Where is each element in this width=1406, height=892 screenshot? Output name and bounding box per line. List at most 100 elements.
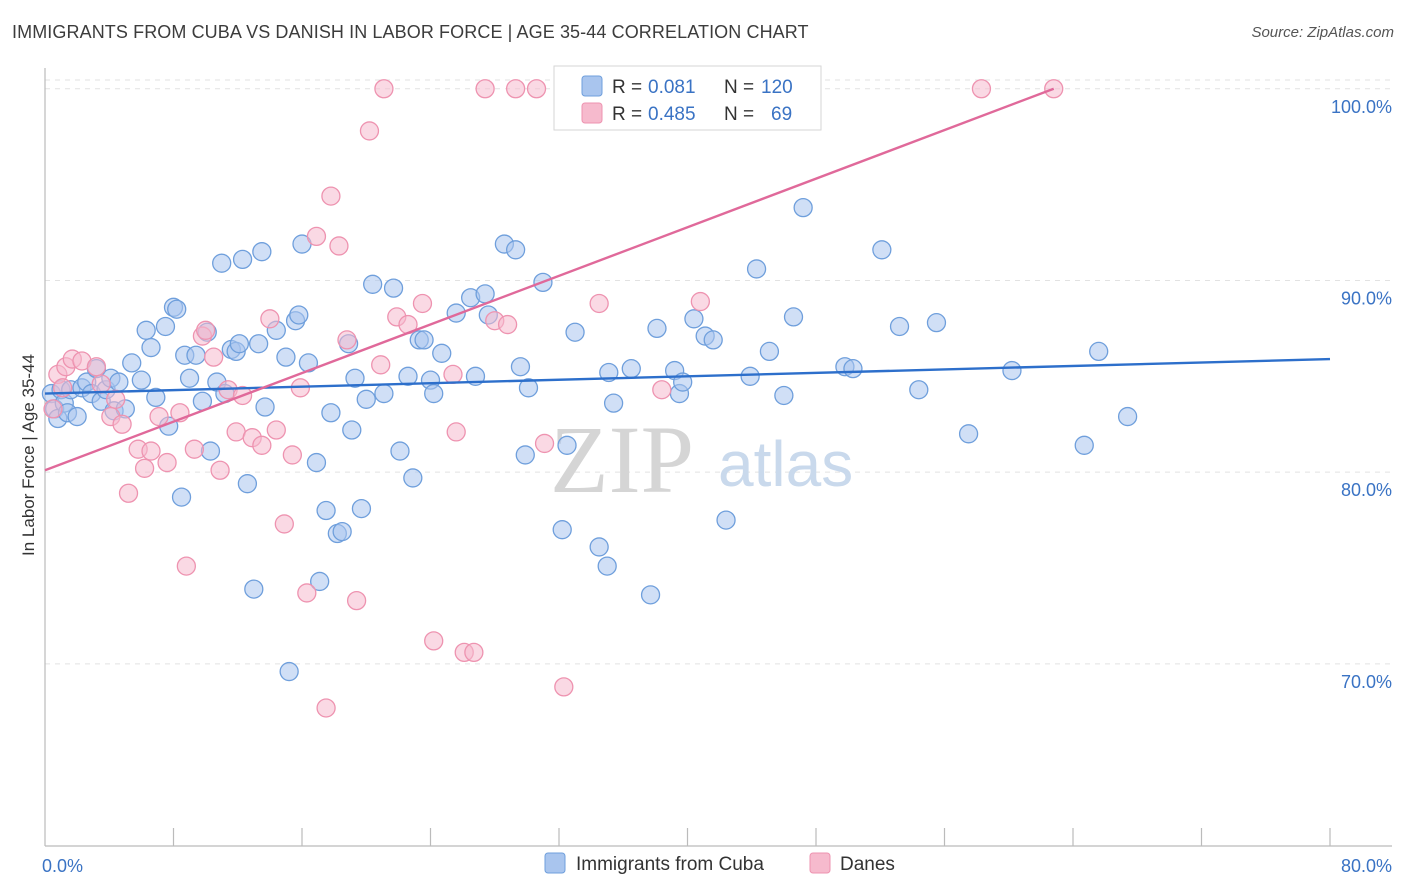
trend-line-danes — [44, 87, 1055, 472]
data-point-danes — [210, 460, 230, 480]
data-point-cuba — [1002, 360, 1022, 381]
data-point-cuba — [599, 362, 619, 383]
legend-r-value-danes: 0.485 — [648, 104, 696, 125]
data-point-danes — [176, 556, 197, 576]
data-point-cuba — [684, 309, 704, 329]
data-point-cuba — [958, 424, 979, 444]
data-point-cuba — [640, 585, 661, 605]
data-point-danes — [690, 291, 710, 312]
x-tick-label-min: 0.0% — [42, 856, 83, 876]
data-point-danes — [266, 420, 286, 440]
data-point-danes — [157, 452, 177, 473]
data-point-cuba — [237, 474, 258, 494]
data-point-cuba — [759, 341, 780, 362]
data-point-cuba — [843, 358, 863, 379]
data-point-danes — [112, 414, 132, 434]
data-point-danes — [149, 406, 169, 427]
data-point-danes — [505, 79, 526, 99]
grid-lines — [45, 79, 1392, 665]
watermark-atlas: atlas — [718, 428, 853, 500]
data-point-cuba — [510, 357, 531, 377]
data-point-cuba — [926, 312, 947, 333]
data-point-cuba — [740, 366, 760, 386]
y-tick-label: 90.0% — [1341, 288, 1392, 308]
data-point-danes — [260, 309, 280, 329]
data-point-cuba — [321, 403, 341, 423]
data-point-cuba — [424, 383, 444, 404]
data-point-cuba — [171, 487, 192, 507]
data-point-cuba — [1089, 341, 1109, 362]
data-point-danes — [86, 357, 107, 377]
data-point-cuba — [390, 441, 410, 461]
data-point-danes — [306, 226, 327, 247]
data-point-danes — [91, 374, 111, 394]
data-point-cuba — [289, 305, 309, 325]
data-point-danes — [204, 347, 224, 367]
data-point-cuba — [232, 249, 253, 270]
data-point-danes — [424, 631, 444, 651]
data-point-danes — [371, 355, 391, 375]
data-point-cuba — [179, 368, 200, 388]
data-point-danes — [534, 433, 555, 454]
data-point-cuba — [136, 320, 156, 340]
series-cuba-points — [41, 197, 1138, 682]
data-point-danes — [446, 422, 466, 442]
data-point-cuba — [872, 240, 892, 260]
data-point-cuba — [186, 345, 206, 365]
data-point-danes — [297, 583, 317, 603]
data-point-cuba — [255, 397, 275, 417]
data-point-cuba — [403, 468, 423, 488]
data-point-cuba — [552, 520, 572, 540]
bottom-legend-label-danes: Danes — [840, 854, 895, 875]
source-credit: Source: ZipAtlas.com — [1251, 24, 1394, 41]
data-point-cuba — [647, 318, 667, 339]
data-point-cuba — [279, 661, 299, 682]
legend-n-value-cuba: 120 — [761, 77, 793, 98]
y-tick-label: 80.0% — [1341, 480, 1392, 500]
data-point-cuba — [356, 389, 376, 409]
data-point-cuba — [109, 372, 129, 392]
data-point-danes — [118, 483, 139, 503]
data-point-cuba — [383, 278, 404, 298]
data-point-cuba — [515, 445, 535, 465]
trend-lines — [44, 87, 1331, 472]
bottom-legend: Immigrants from Cuba Danes — [544, 852, 895, 875]
data-point-cuba — [597, 556, 617, 576]
data-point-cuba — [414, 330, 434, 350]
data-point-danes — [589, 293, 609, 314]
data-point-cuba — [155, 316, 176, 337]
data-point-danes — [554, 677, 574, 697]
data-point-cuba — [332, 521, 352, 542]
data-point-cuba — [244, 579, 264, 599]
bottom-legend-label-cuba: Immigrants from Cuba — [576, 854, 764, 875]
data-point-cuba — [310, 571, 330, 592]
data-point-cuba — [342, 420, 362, 440]
data-point-danes — [971, 79, 992, 99]
data-point-danes — [359, 121, 380, 141]
data-point-cuba — [909, 380, 929, 400]
data-point-cuba — [505, 240, 526, 260]
legend-r-value-cuba: 0.081 — [648, 77, 696, 98]
x-tick-label-max: 80.0% — [1341, 856, 1392, 876]
data-point-danes — [43, 399, 63, 419]
legend-r-label-cuba: R = — [612, 77, 642, 98]
data-point-cuba — [146, 387, 166, 408]
data-point-danes — [195, 320, 216, 340]
data-point-danes — [141, 441, 161, 461]
chart-title: IMMIGRANTS FROM CUBA VS DANISH IN LABOR … — [12, 22, 809, 42]
y-axis-title: In Labor Force | Age 35-44 — [19, 354, 38, 556]
data-point-danes — [464, 642, 484, 663]
data-point-cuba — [557, 435, 577, 455]
data-point-danes — [184, 439, 205, 459]
bottom-legend-swatch-danes — [809, 852, 831, 874]
watermark: ZIP atlas — [550, 406, 853, 513]
data-point-danes — [316, 698, 336, 718]
legend-r-label-danes: R = — [612, 104, 642, 125]
data-point-danes — [252, 435, 272, 455]
top-legend: R = 0.081 N = 120 R = 0.485 N = 69 — [553, 65, 822, 131]
data-point-cuba — [565, 322, 585, 342]
bottom-legend-swatch-cuba — [544, 852, 566, 874]
legend-n-value-danes: 69 — [771, 104, 792, 125]
data-point-cuba — [252, 242, 272, 262]
data-point-cuba — [703, 330, 723, 350]
